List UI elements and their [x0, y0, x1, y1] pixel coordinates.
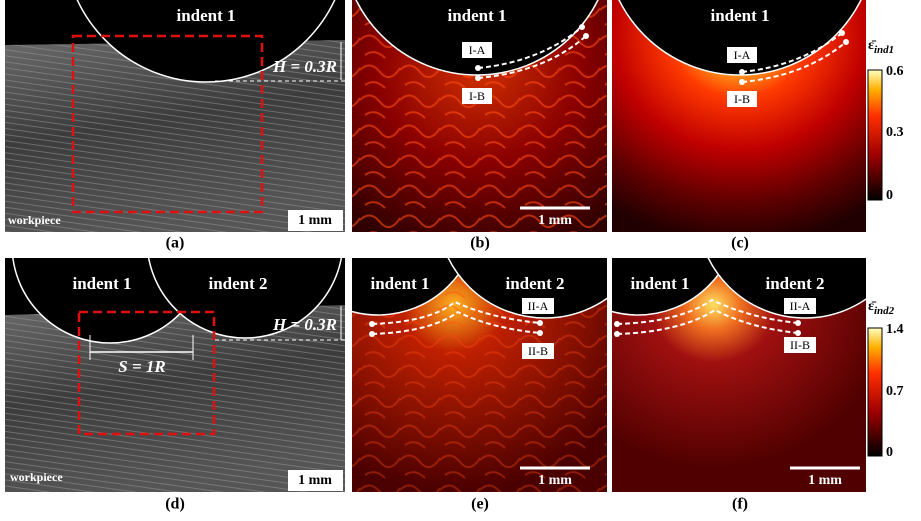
path-label: I-B	[469, 89, 485, 103]
subscript: ind2	[874, 305, 895, 317]
path-label: II-B	[790, 338, 810, 352]
scale-label: 1 mm	[538, 213, 572, 228]
indent-label: indent 1	[370, 274, 429, 293]
path-label: II-B	[528, 344, 548, 358]
height-label: H = 0.3R	[272, 57, 337, 76]
panel-label: (f)	[732, 496, 748, 513]
panel-label: (b)	[470, 235, 490, 252]
height-label: H = 0.3R	[272, 315, 337, 334]
panel-c	[605, 0, 875, 232]
indent-label: indent 1	[72, 274, 131, 293]
indent-label: indent 1	[710, 6, 769, 25]
indent-label: indent 2	[208, 274, 267, 293]
scale-label: 1 mm	[808, 473, 842, 488]
indent-label: indent 2	[765, 274, 824, 293]
path-label: I-A	[469, 43, 486, 57]
figure: indent 1 H = 0.3R workpiece 1 mm (a) ind…	[0, 0, 921, 521]
subscript: ind1	[874, 44, 894, 56]
colorbar-tick: 0.3	[886, 125, 904, 140]
material-label: workpiece	[8, 213, 61, 227]
panel-label: (e)	[471, 496, 489, 513]
colorbar-title: ε̄ind2	[868, 299, 895, 316]
panel-a	[5, 0, 348, 232]
material-label: workpiece	[10, 470, 63, 484]
path-label: I-A	[734, 48, 751, 62]
colorbar-tick: 1.4	[886, 322, 904, 337]
panel-b	[342, 0, 612, 232]
scale-label: 1 mm	[298, 213, 332, 228]
colorbar-tick: 0.7	[886, 384, 904, 399]
colorbar	[868, 328, 882, 456]
indent-label: indent 1	[630, 274, 689, 293]
indent-label: indent 1	[447, 6, 506, 25]
colorbar-title: ε̄ind1	[868, 38, 894, 55]
colorbar-tick: 0	[886, 445, 893, 460]
colorbar-tick: 0	[886, 188, 893, 203]
path-label: I-B	[734, 92, 750, 106]
scale-label: 1 mm	[298, 473, 332, 488]
spacing-label: S = 1R	[118, 357, 165, 376]
colorbar	[868, 70, 882, 200]
indent-label: indent 1	[176, 6, 235, 25]
panel-label: (a)	[166, 235, 185, 252]
panel-label: (c)	[731, 235, 749, 252]
colorbar-tick: 0.6	[886, 64, 904, 79]
scale-label: 1 mm	[538, 473, 572, 488]
path-label: II-A	[528, 299, 549, 313]
indent-label: indent 2	[505, 274, 564, 293]
panel-label: (d)	[165, 496, 185, 513]
path-label: II-A	[790, 299, 811, 313]
